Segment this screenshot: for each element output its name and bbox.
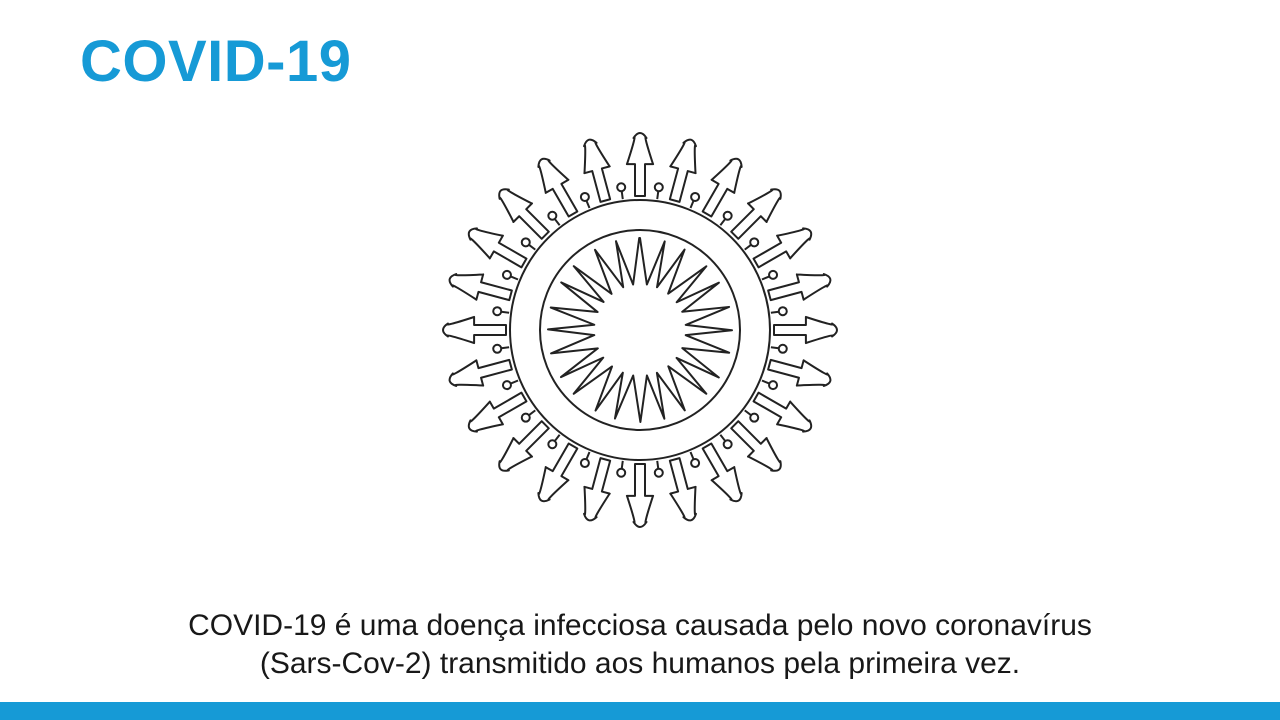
caption-line-1: COVID-19 é uma doença infecciosa causada…	[188, 609, 1092, 642]
caption-line-2: (Sars-Cov-2) transmitido aos humanos pel…	[260, 647, 1020, 680]
virus-icon	[400, 90, 880, 570]
caption-text: COVID-19 é uma doença infecciosa causada…	[0, 607, 1280, 682]
virus-illustration	[400, 90, 880, 570]
page-title: COVID-19	[80, 28, 352, 95]
footer-accent-bar	[0, 702, 1280, 720]
